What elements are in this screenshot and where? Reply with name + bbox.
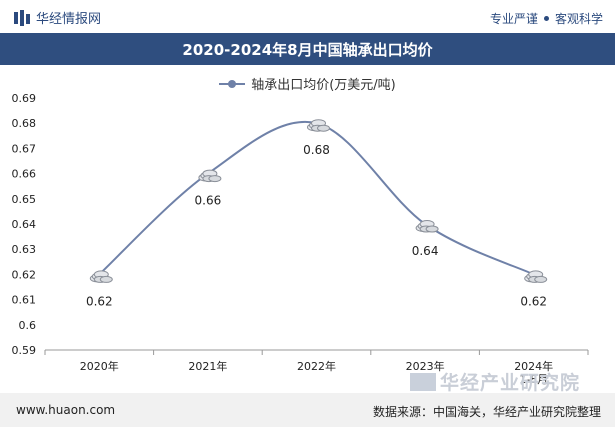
y-tick-label: 0.62 — [12, 268, 37, 281]
data-point-marker — [89, 270, 113, 283]
y-tick-label: 0.66 — [12, 168, 37, 181]
tagline: 专业严谨 客观科学 — [490, 10, 603, 27]
footer-website-link[interactable]: www.huaon.com — [16, 403, 116, 417]
legend-label: 轴承出口均价(万美元/吨) — [251, 78, 396, 93]
data-label: 0.68 — [303, 143, 330, 157]
footer-source: 数据来源：中国海关，华经产业研究院整理 — [372, 405, 601, 419]
data-point-marker — [198, 169, 222, 183]
y-tick-label: 0.68 — [12, 117, 37, 130]
y-tick-label: 0.69 — [12, 92, 37, 105]
tagline-right: 客观科学 — [554, 12, 603, 26]
data-point-marker — [307, 119, 330, 132]
watermark-logo-text: 华经产业研究院 — [440, 372, 581, 394]
x-tick-label: 2020年 — [80, 359, 119, 373]
chart-title-bar: 2020-2024年8月中国轴承出口均价 — [0, 33, 615, 65]
header-bar: 华经情报网 专业严谨 客观科学 — [0, 0, 615, 33]
y-tick-label: 0.63 — [12, 243, 37, 256]
y-tick-label: 0.59 — [12, 344, 37, 357]
y-tick-label: 0.64 — [12, 218, 37, 231]
brand[interactable]: 华经情报网 — [14, 8, 101, 27]
data-label: 0.62 — [86, 294, 113, 308]
chart-title: 2020-2024年8月中国轴承出口均价 — [182, 40, 433, 59]
y-tick-label: 0.61 — [12, 294, 37, 307]
y-tick-label: 0.6 — [19, 319, 37, 332]
footer-bar: www.huaon.com 数据来源：中国海关，华经产业研究院整理 — [0, 393, 615, 427]
x-tick-label: 2021年 — [188, 359, 227, 373]
data-point-marker — [415, 220, 439, 233]
data-label: 0.66 — [195, 194, 222, 208]
y-tick-label: 0.67 — [12, 142, 37, 155]
tagline-left: 专业严谨 — [489, 12, 538, 26]
data-point-marker — [524, 270, 548, 283]
x-tick-label: 2022年 — [297, 359, 336, 373]
data-label: 0.62 — [520, 294, 547, 308]
separator-dot-icon — [543, 16, 549, 21]
x-tick-label: 1-8月 — [519, 373, 548, 386]
brand-name: 华经情报网 — [36, 12, 102, 27]
watermark-logo: 华经产业研究院 — [410, 368, 580, 395]
y-tick-label: 0.65 — [12, 193, 37, 206]
legend-line-marker-icon — [219, 78, 246, 90]
watermark-mark-icon — [410, 372, 436, 391]
data-label: 0.64 — [412, 244, 439, 258]
x-tick-label: 2023年 — [406, 359, 445, 373]
x-tick-label: 2024年 — [514, 359, 553, 373]
chart-legend: 轴承出口均价(万美元/吨) — [0, 74, 615, 93]
brand-logo-icon — [14, 9, 30, 26]
